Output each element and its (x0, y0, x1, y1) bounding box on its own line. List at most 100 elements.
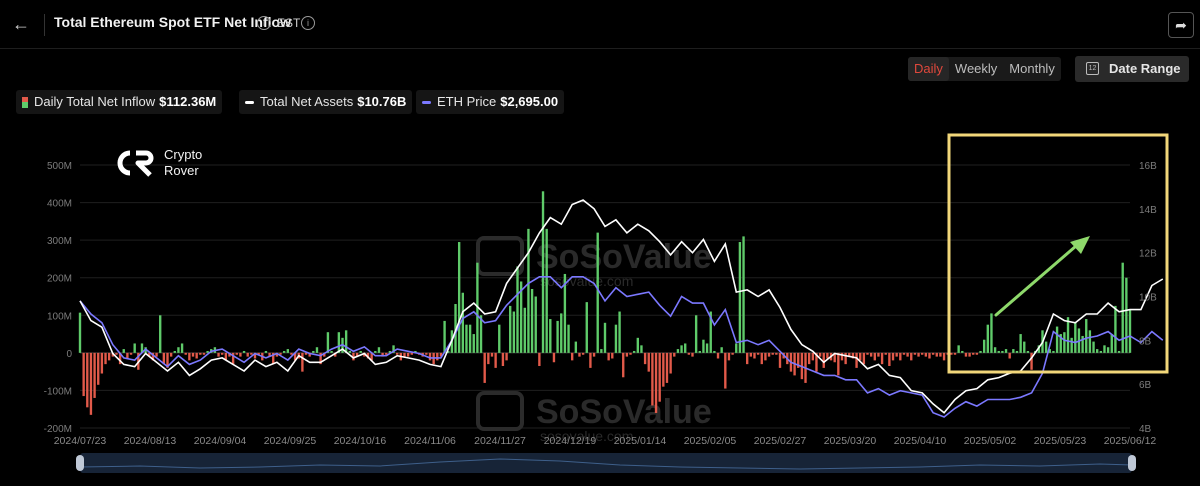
inflow-bar (490, 352, 494, 357)
inflow-bar (1081, 335, 1084, 353)
inflow-bar (392, 345, 395, 353)
left-tick-label: 300M (47, 236, 72, 247)
inflow-bar (355, 352, 359, 357)
watermark-name: SoSoValue (536, 393, 712, 431)
inflow-bar (1088, 330, 1092, 353)
inflow-bar (323, 352, 326, 357)
inflow-bar (611, 352, 614, 359)
inflow-bar (330, 350, 333, 353)
navigator-left-handle[interactable] (76, 455, 84, 471)
inflow-bar (888, 352, 891, 367)
x-tick-label: 2024/11/27 (474, 435, 526, 447)
legend-eth-price[interactable]: ETH Price $2,695.00 (416, 90, 565, 114)
inflow-bar (589, 352, 592, 368)
inflow-bar (527, 228, 530, 353)
inflow-bar (1019, 334, 1022, 353)
info-icon[interactable]: i (257, 16, 271, 30)
arrow-head-icon (1070, 236, 1090, 254)
inflow-bar (574, 341, 578, 353)
inflow-bar (902, 352, 906, 355)
inflow-bar (891, 352, 895, 361)
inflow-bar (910, 352, 913, 361)
timezone-info-icon[interactable]: i (301, 16, 315, 30)
back-arrow-icon[interactable]: ← (12, 14, 30, 34)
inflow-bar (957, 345, 960, 353)
inflow-bar (104, 352, 107, 365)
legend-value: $10.76B (357, 94, 407, 109)
inflow-bar (122, 349, 125, 353)
inflow-bar (530, 288, 534, 353)
inflow-bar (1074, 322, 1077, 353)
inflow-bar (848, 352, 851, 357)
inflow-bar (188, 352, 191, 361)
inflow-bar (479, 315, 483, 353)
range-navigator[interactable] (76, 453, 1136, 473)
inflow-bar (1092, 341, 1095, 353)
tab-daily[interactable]: Daily (908, 57, 949, 81)
inflow-bar (1026, 350, 1030, 353)
inflow-bar (775, 352, 778, 355)
inflow-bar (403, 352, 406, 357)
inflow-bar (797, 352, 800, 368)
inflow-bar (873, 352, 876, 361)
inflow-bar (1012, 349, 1015, 353)
inflow-bar (180, 343, 184, 353)
inflow-bar (221, 352, 224, 355)
inflow-bar (1044, 341, 1048, 353)
inflow-bar (487, 352, 490, 365)
inflow-bar (942, 352, 946, 361)
x-tick-label: 2025/06/12 (1104, 435, 1157, 447)
inflow-bar (972, 352, 975, 355)
legend-total-net-assets[interactable]: Total Net Assets $10.76B (239, 90, 413, 114)
period-selector: Daily Weekly Monthly (908, 57, 1061, 81)
highlight-box (947, 133, 1169, 374)
navigator-right-handle[interactable] (1128, 455, 1136, 471)
inflow-bar (724, 352, 727, 389)
inflow-bar (140, 343, 144, 353)
x-tick-label: 2024/12/19 (544, 435, 597, 447)
inflow-bar (921, 352, 924, 355)
date-range-button[interactable]: 12 Date Range (1075, 56, 1189, 82)
inflow-bar (162, 352, 166, 365)
inflow-bar (1125, 277, 1128, 353)
tab-monthly[interactable]: Monthly (1009, 61, 1055, 76)
inflow-bar (253, 352, 257, 359)
inflow-bar (78, 312, 82, 353)
inflow-bar (833, 352, 836, 363)
inflow-bar (516, 266, 519, 353)
inflow-bar (1055, 326, 1059, 353)
inflow-bar (1001, 350, 1004, 353)
inflow-bar (727, 352, 731, 361)
inflow-bar (545, 228, 548, 353)
inflow-bar (986, 324, 989, 353)
inflow-bar (385, 352, 388, 355)
inflow-bar (1030, 352, 1033, 370)
legend-label: Daily Total Net Inflow (34, 94, 156, 109)
inflow-bar (581, 352, 585, 355)
inflow-bar (826, 352, 829, 359)
inflow-bar (993, 347, 997, 353)
inflow-bar (855, 352, 858, 368)
inflow-bar (913, 352, 917, 355)
inflow-bar (290, 352, 293, 355)
share-icon[interactable]: ➦ (1168, 12, 1194, 38)
inflow-bar (935, 352, 938, 357)
inflow-bar (884, 352, 887, 355)
inflow-bar (509, 305, 512, 353)
inflow-bar (1048, 349, 1051, 353)
inflow-bar (735, 343, 738, 353)
right-tick-label: 4B (1139, 424, 1152, 435)
right-axis-ticks: 4B 6B 8B 10B 12B 14B 16B (1139, 161, 1157, 435)
inflow-bar (640, 345, 643, 353)
inflow-bar (312, 350, 315, 353)
left-tick-label: 0 (66, 349, 72, 360)
inflow-bar (1008, 352, 1011, 359)
inflow-bar (651, 352, 654, 406)
brand-name: Crypto Rover (164, 147, 202, 179)
inflow-bar (1117, 350, 1121, 353)
inflow-bar (614, 324, 618, 353)
legend-daily-net-inflow[interactable]: Daily Total Net Inflow $112.36M (16, 90, 223, 114)
tab-weekly[interactable]: Weekly (954, 61, 998, 76)
inflow-bar (869, 352, 873, 357)
